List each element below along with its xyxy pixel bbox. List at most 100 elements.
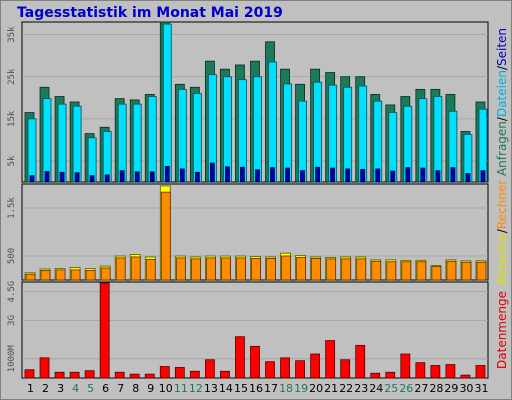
bar-rechner-day-23 (356, 258, 367, 281)
bar-rechner-day-21 (326, 258, 337, 281)
bar-seiten-day-10 (164, 166, 170, 183)
bar-datenmenge-day-18 (280, 357, 290, 379)
bar-dateien-day-1 (27, 118, 37, 183)
bar-rechner-day-10 (160, 191, 171, 281)
bar-seiten-day-9 (149, 171, 155, 183)
bar-datenmenge-day-11 (174, 367, 185, 379)
bar-dateien-day-12 (192, 93, 202, 183)
bar-seiten-day-27 (420, 167, 426, 183)
side-labels: Anfragen/Dateien/Seiten Besuche/Rechner Da… (495, 28, 509, 369)
bar-datenmenge-day-22 (340, 359, 351, 379)
x-tick-label-day-6: 6 (102, 382, 109, 395)
bar-datenmenge-day-3 (54, 371, 65, 379)
bar-rechner-day-31 (476, 261, 487, 281)
x-tick-label-day-3: 3 (57, 382, 64, 395)
bar-seiten-day-18 (285, 167, 290, 183)
bar-rechner-day-8 (130, 256, 141, 281)
bar-seiten-day-4 (74, 172, 80, 183)
bar-datenmenge-day-29 (445, 364, 456, 379)
bar-rechner-day-11 (175, 257, 186, 281)
bar-datenmenge-day-6 (99, 282, 110, 379)
bar-dateien-day-8 (132, 103, 142, 183)
bar-dateien-day-19 (298, 100, 307, 183)
bar-rechner-day-30 (461, 261, 472, 281)
bar-datenmenge-day-8 (129, 373, 140, 379)
side-label-part-hits-2: Dateien (495, 70, 509, 117)
bar-seiten-day-16 (255, 169, 260, 183)
bar-rechner-day-15 (236, 257, 246, 281)
x-tick-label-day-9: 9 (147, 382, 154, 395)
bar-dateien-day-21 (328, 84, 338, 183)
bar-rechner-day-7 (115, 257, 126, 281)
bar-seiten-day-12 (194, 171, 200, 183)
bar-dateien-day-14 (223, 76, 232, 183)
chart-title: Tagesstatistik im Monat Mai 2019 (17, 5, 283, 21)
bar-datenmenge-day-28 (430, 365, 441, 379)
bar-seiten-day-8 (134, 171, 140, 183)
x-tick-label-day-13: 13 (204, 382, 218, 395)
bar-seiten-day-19 (300, 170, 305, 183)
panel-visits-side-label: Besuche/Rechner (495, 180, 509, 284)
bar-datenmenge-day-14 (220, 370, 230, 379)
x-tick-label-day-25: 25 (384, 382, 398, 395)
x-tick-label-day-18: 18 (279, 382, 293, 395)
x-tick-label-day-29: 29 (444, 382, 458, 395)
bar-seiten-day-20 (315, 166, 321, 183)
panel-visits-y-tick-label: 500 (7, 248, 17, 264)
bar-datenmenge-day-17 (265, 361, 275, 379)
panel-hits-y-tick-label: 25k (7, 68, 17, 85)
bar-datenmenge-day-23 (355, 344, 366, 379)
bar-dateien-day-6 (102, 131, 112, 183)
panel-volume-y-tick-label: 3G (7, 315, 17, 326)
bar-datenmenge-day-1 (24, 369, 35, 379)
bar-seiten-day-3 (59, 171, 65, 183)
panel-volume: 1000M 3G 4.5G (7, 281, 489, 379)
panel-hits-side-label: Anfragen/Dateien/Seiten (495, 28, 509, 176)
x-tick-label-day-22: 22 (339, 382, 353, 395)
bar-seiten-day-29 (450, 167, 456, 183)
bar-dateien-day-22 (343, 86, 353, 183)
bar-dateien-day-2 (42, 98, 52, 183)
bar-seiten-day-21 (330, 167, 336, 183)
x-tick-label-day-28: 28 (429, 382, 443, 395)
x-tick-label-day-10: 10 (159, 382, 173, 395)
x-tick-label-day-12: 12 (189, 382, 203, 395)
panel-hits: 5k 15k 25k 35k (7, 21, 489, 183)
x-tick-label-day-7: 7 (117, 382, 124, 395)
bar-seiten-day-13 (209, 162, 215, 183)
bar-dateien-day-18 (283, 83, 292, 183)
bar-rechner-day-3 (55, 269, 66, 281)
x-tick-label-day-2: 2 (42, 382, 49, 395)
bar-datenmenge-day-15 (235, 336, 245, 379)
x-tick-label-day-15: 15 (234, 382, 248, 395)
bar-dateien-day-15 (238, 79, 247, 183)
bar-seiten-day-30 (465, 173, 471, 183)
bar-datenmenge-day-5 (84, 370, 95, 379)
bar-seiten-day-1 (29, 175, 35, 183)
bar-rechner-day-14 (221, 257, 231, 281)
bar-rechner-day-16 (251, 257, 261, 281)
bar-seiten-day-5 (89, 175, 95, 183)
x-axis-labels: 1 2 3 4 5 6 7 8 9 10 11 12 13 14 15 16 17 18 19 20 21 22 23 24 2… (27, 382, 488, 395)
side-label-part-hits-1: / (495, 116, 509, 121)
bar-dateien-day-10 (162, 23, 172, 183)
bar-datenmenge-day-26 (400, 353, 411, 379)
bar-rechner-day-6 (100, 267, 111, 281)
bar-rechner-day-1 (25, 273, 36, 281)
side-label-part-visits-2: Rechner (495, 180, 509, 229)
x-tick-label-day-4: 4 (72, 382, 79, 395)
x-tick-label-day-27: 27 (414, 382, 428, 395)
x-tick-label-day-5: 5 (87, 382, 94, 395)
bar-dateien-day-11 (177, 88, 187, 183)
x-tick-label-day-19: 19 (294, 382, 308, 395)
bar-seiten-day-7 (119, 170, 125, 183)
bar-seiten-day-11 (179, 168, 185, 183)
bar-datenmenge-day-13 (204, 359, 215, 379)
bar-datenmenge-day-9 (144, 373, 155, 379)
bar-datenmenge-day-24 (370, 372, 381, 379)
bar-datenmenge-day-25 (385, 371, 396, 379)
bar-seiten-day-17 (270, 167, 275, 183)
panel-hits-y-tick-label: 15k (7, 110, 17, 127)
bar-rechner-day-18 (281, 255, 291, 281)
bar-datenmenge-day-30 (460, 374, 471, 379)
